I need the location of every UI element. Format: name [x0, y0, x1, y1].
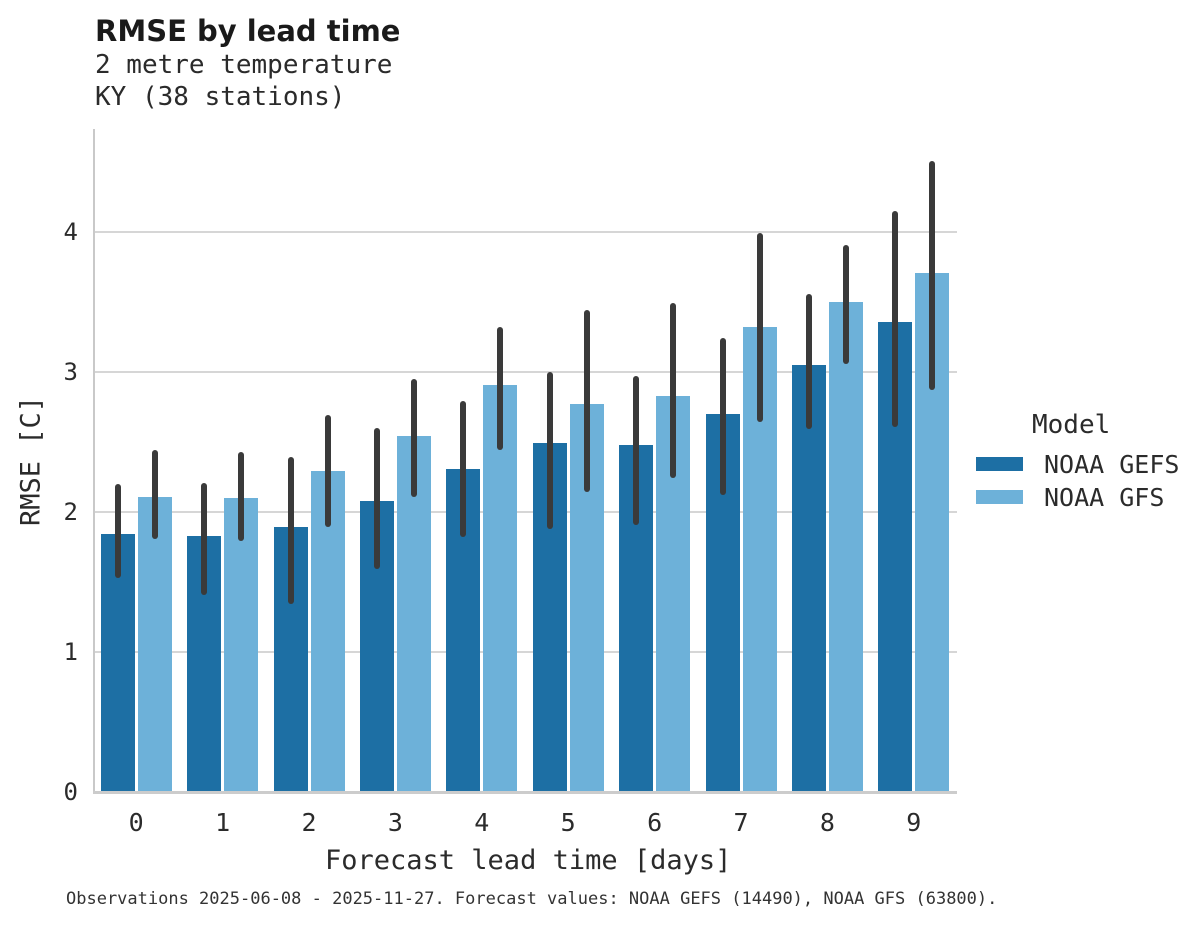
- y-tick-label-0: 0: [63, 778, 78, 806]
- error-bar-noaa-gefs-day2: [287, 457, 294, 605]
- gridline-y-2: [93, 511, 957, 513]
- legend-swatch-gefs: [976, 457, 1023, 471]
- legend: Model NOAA GEFS NOAA GFS: [976, 410, 1191, 517]
- x-tick-label-5: 5: [560, 808, 576, 837]
- gridline-y-3: [93, 371, 957, 373]
- error-bar-noaa-gefs-day7: [719, 338, 726, 496]
- chart-subtitle-variable: 2 metre temperature: [95, 50, 393, 80]
- error-bar-noaa-gfs-day9: [929, 160, 936, 391]
- legend-item-noaa-gfs: NOAA GFS: [976, 482, 1191, 512]
- y-tick-label-3: 3: [63, 358, 78, 386]
- x-tick-label-4: 4: [474, 808, 490, 837]
- legend-swatch-gfs: [976, 490, 1023, 504]
- error-bar-noaa-gefs-day5: [546, 372, 553, 529]
- error-bar-noaa-gefs-day0: [114, 484, 121, 578]
- y-tick-label-1: 1: [63, 638, 78, 666]
- y-axis-label: RMSE [C]: [15, 395, 47, 527]
- x-tick-label-0: 0: [128, 808, 144, 837]
- bar-noaa-gfs-day1: [224, 498, 259, 792]
- error-bar-noaa-gfs-day8: [842, 244, 849, 364]
- error-bar-noaa-gefs-day6: [633, 376, 640, 525]
- error-bar-noaa-gfs-day1: [238, 451, 245, 542]
- error-bar-noaa-gefs-day9: [892, 211, 899, 427]
- caption: Observations 2025-06-08 - 2025-11-27. Fo…: [66, 889, 998, 909]
- error-bar-noaa-gfs-day6: [670, 303, 677, 479]
- x-tick-label-6: 6: [647, 808, 663, 837]
- legend-label-gfs: NOAA GFS: [1044, 482, 1165, 512]
- x-tick-label-9: 9: [906, 808, 922, 837]
- x-tick-label-1: 1: [215, 808, 231, 837]
- x-axis-label: Forecast lead time [days]: [325, 845, 732, 876]
- x-tick-label-8: 8: [819, 808, 835, 837]
- error-bar-noaa-gfs-day0: [151, 450, 158, 539]
- x-tick-label-3: 3: [387, 808, 403, 837]
- x-axis-spine: [93, 791, 957, 794]
- chart-subtitle-region: KY (38 stations): [95, 82, 346, 112]
- bar-noaa-gefs-day8: [791, 365, 826, 792]
- bar-noaa-gfs-day4: [483, 384, 518, 792]
- x-tick-label-2: 2: [301, 808, 317, 837]
- error-bar-noaa-gfs-day3: [410, 379, 417, 497]
- error-bar-noaa-gefs-day4: [460, 401, 467, 538]
- x-tick-label-7: 7: [733, 808, 749, 837]
- gridline-y-1: [93, 651, 957, 653]
- legend-label-gefs: NOAA GEFS: [1044, 449, 1180, 479]
- error-bar-noaa-gefs-day1: [201, 482, 208, 595]
- error-bar-noaa-gfs-day2: [324, 415, 331, 528]
- y-tick-label-2: 2: [63, 498, 78, 526]
- error-bar-noaa-gfs-day5: [583, 310, 590, 493]
- error-bar-noaa-gefs-day3: [373, 428, 380, 570]
- chart-title: RMSE by lead time: [95, 14, 401, 48]
- error-bar-noaa-gfs-day4: [497, 327, 504, 451]
- bar-noaa-gfs-day8: [828, 302, 863, 792]
- error-bar-noaa-gefs-day8: [805, 293, 812, 430]
- gridline-y-4: [93, 231, 957, 233]
- legend-item-noaa-gefs: NOAA GEFS: [976, 449, 1191, 479]
- y-axis-spine: [93, 129, 95, 794]
- bar-noaa-gfs-day0: [137, 496, 172, 792]
- error-bar-noaa-gfs-day7: [756, 233, 763, 423]
- legend-title: Model: [1032, 410, 1111, 440]
- y-tick-label-4: 4: [63, 218, 78, 246]
